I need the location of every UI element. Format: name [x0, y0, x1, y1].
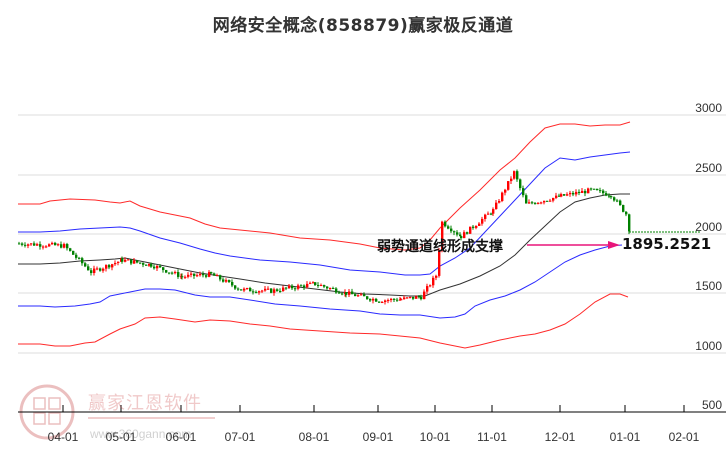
candlesticks [18, 169, 631, 305]
watermark-url: www.360gann.com [90, 427, 192, 441]
x-tick-07-01: 07-01 [224, 430, 256, 444]
x-tick-02-01: 02-01 [668, 430, 700, 444]
y-tick-1000: 1000 [695, 339, 722, 353]
y-tick-2500: 2500 [695, 161, 722, 175]
y-tick-500: 500 [701, 398, 722, 412]
chart-title: 网络安全概念(858879)赢家极反通道 [212, 16, 514, 36]
annotation-text: 弱势通道线形成支撑 [377, 239, 503, 255]
x-tick-05-01: 05-01 [105, 430, 137, 444]
y-tick-2000: 2000 [695, 220, 722, 234]
x-axis [18, 405, 726, 413]
annotation-value: 1895.2521 [622, 235, 712, 253]
annotation-arrow [527, 241, 620, 249]
y-tick-3000: 3000 [695, 101, 722, 115]
x-tick-01-01: 01-01 [609, 430, 641, 444]
x-tick-10-01: 10-01 [419, 430, 451, 444]
x-tick-12-01: 12-01 [544, 430, 576, 444]
outer-upper-band [18, 121, 631, 251]
inner-lower-band [18, 244, 623, 319]
x-tick-09-01: 09-01 [362, 430, 394, 444]
watermark-brand: 赢家江恩软件 [88, 393, 202, 414]
outer-lower-band [18, 293, 629, 349]
y-tick-1500: 1500 [695, 279, 722, 293]
x-tick-11-01: 11-01 [477, 430, 507, 444]
x-tick-06-01: 06-01 [165, 430, 197, 444]
x-tick-04-01: 04-01 [47, 430, 79, 444]
inner-upper-band [18, 151, 631, 276]
x-tick-08-01: 08-01 [298, 430, 330, 444]
grid-lines [18, 114, 726, 354]
